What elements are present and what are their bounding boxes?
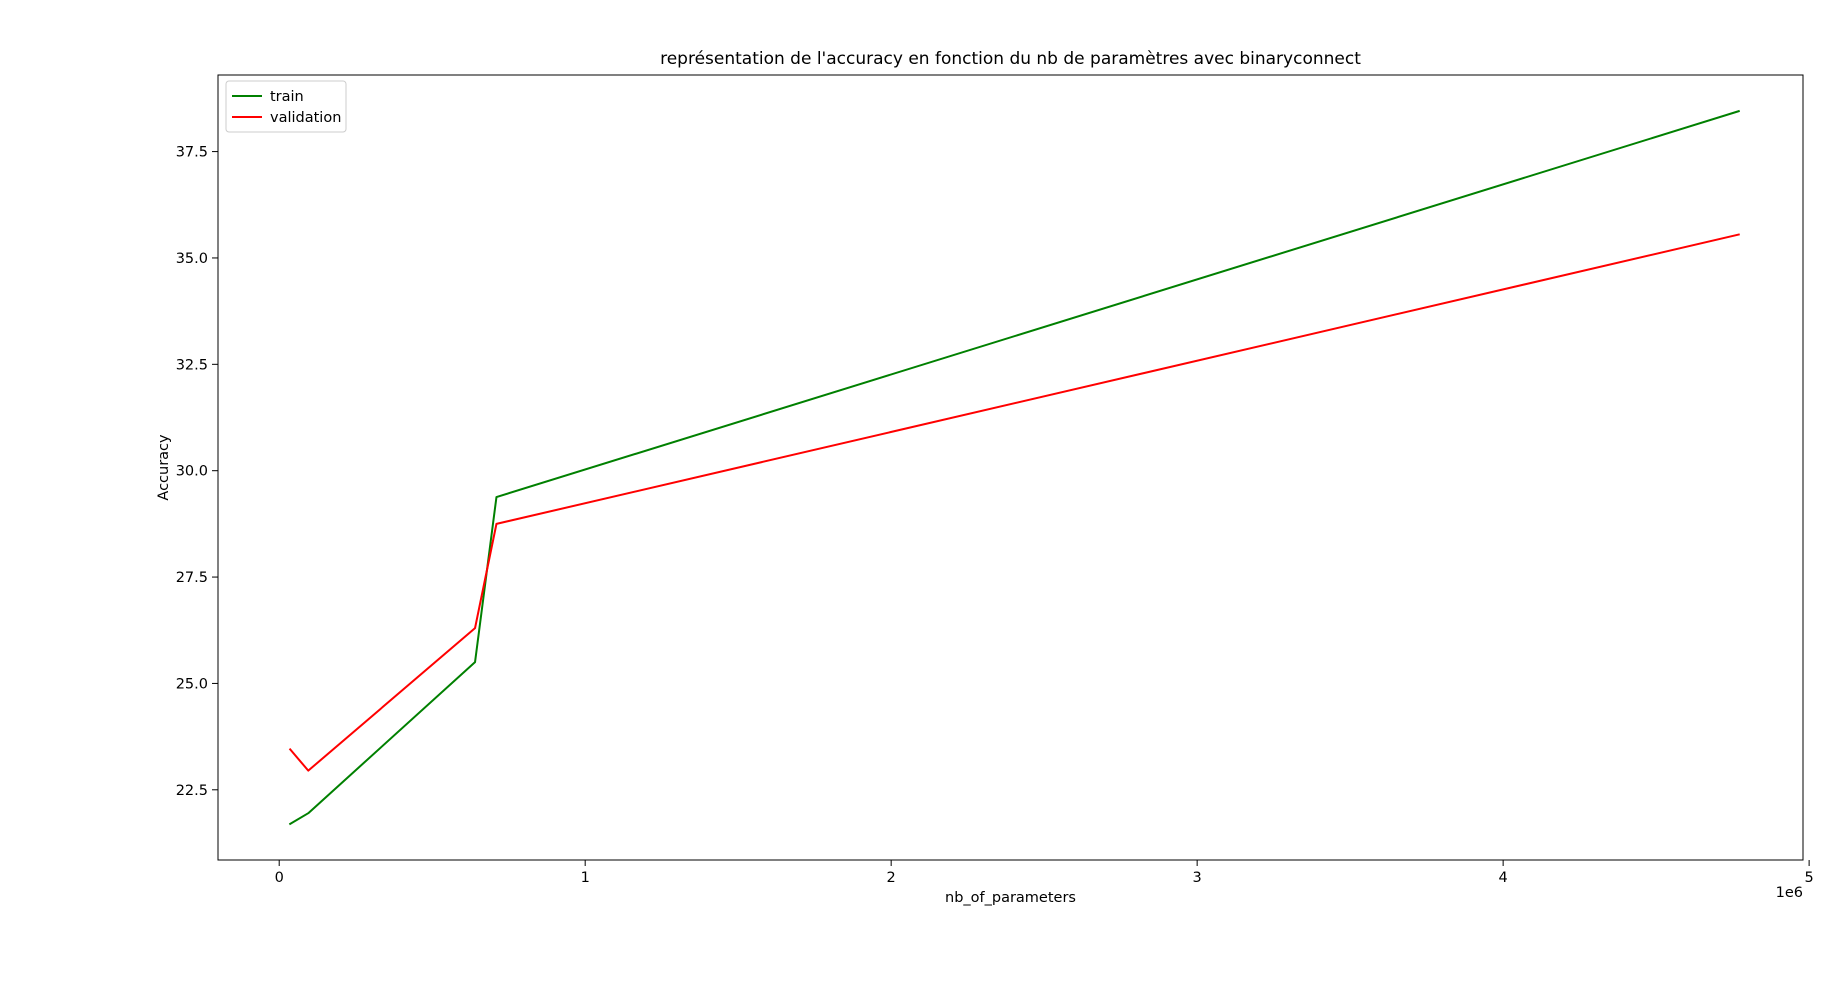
series-line-validation [288,233,1740,772]
legend-box [225,80,347,133]
y-tick-label: 32.5 [176,357,208,373]
x-tick-label: 1 [581,870,590,886]
y-tick-label: 22.5 [176,783,208,799]
y-tick-label: 37.5 [176,145,208,161]
y-tick-label: 25.0 [176,676,208,692]
chart-title: représentation de l'accuracy en fonction… [660,49,1361,69]
x-tick-label: 0 [275,870,284,886]
axes-frame [217,74,1804,861]
x-tick-label: 2 [887,870,896,886]
x-tick-label: 4 [1499,870,1508,886]
x-axis-offset-label: 1e6 [1776,885,1803,901]
x-tick-label: 3 [1193,870,1202,886]
legend-label-validation: validation [270,110,341,126]
plot-area: 0 1 2 3 4 5 22.5 25.0 27.5 30.0 32.5 35.0 37.5 [176,74,1814,886]
y-tick-label: 35.0 [176,251,208,267]
y-axis-label: Accuracy [156,434,172,501]
y-tick-label: 27.5 [176,570,208,586]
legend: train validation [225,80,347,133]
series-line-train [288,109,1740,826]
legend-label-train: train [270,89,304,105]
x-tick-label: 5 [1805,870,1814,886]
x-axis-label: nb_of_parameters [945,890,1076,906]
y-tick-label: 30.0 [176,464,208,480]
